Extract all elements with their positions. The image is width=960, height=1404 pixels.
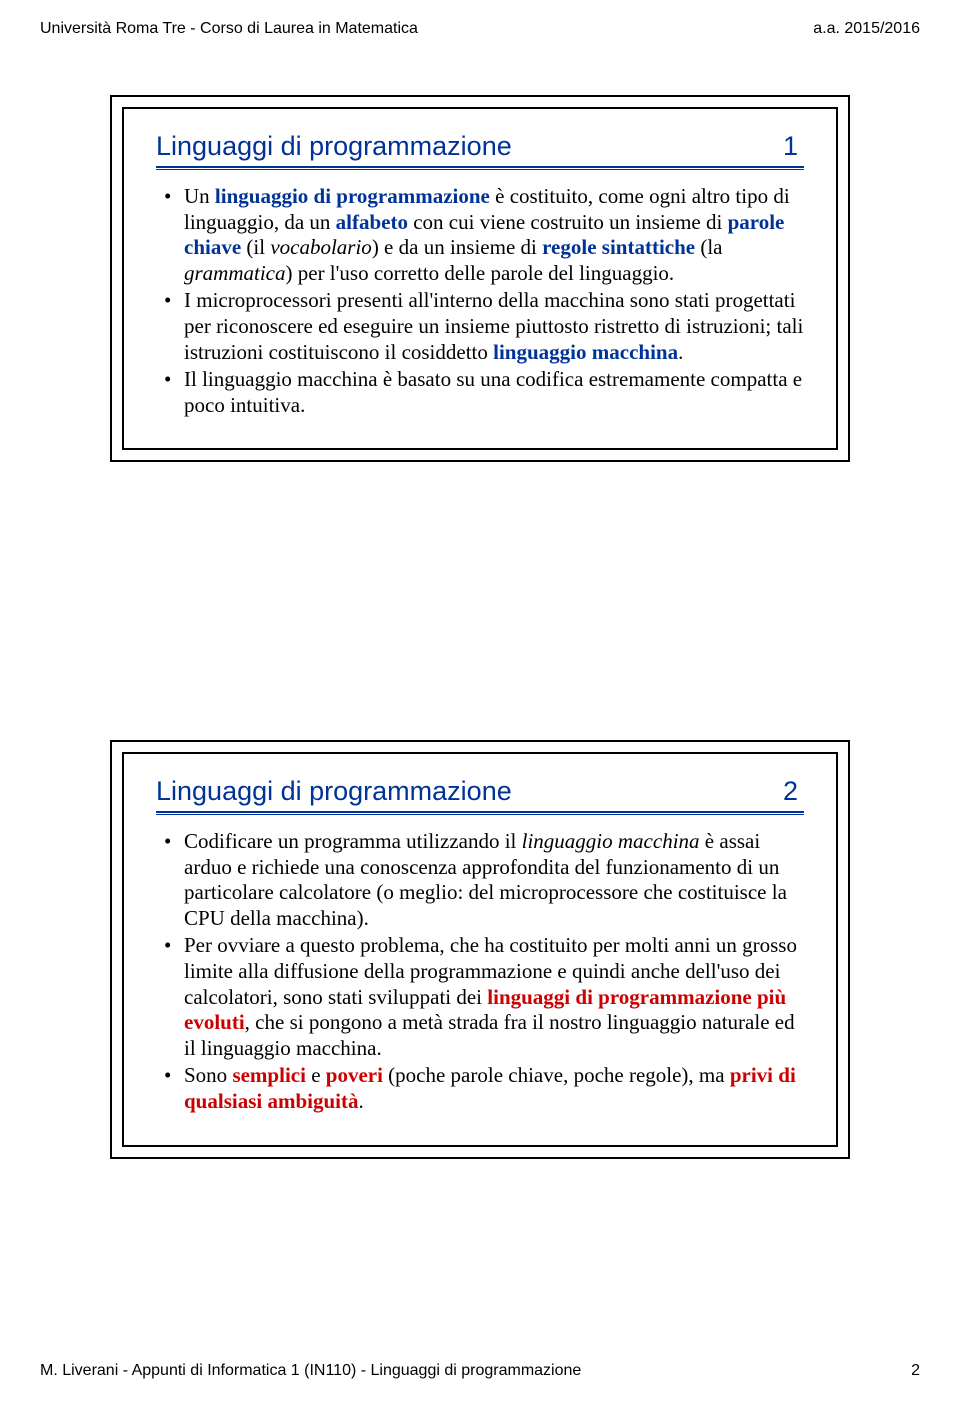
text-run: con cui viene costruito un insieme di <box>408 210 728 234</box>
slide-body: Codificare un programma utilizzando il l… <box>156 829 804 1115</box>
title-underline <box>156 811 804 815</box>
header-right: a.a. 2015/2016 <box>813 20 920 38</box>
slide-inner-border: Linguaggi di programmazione 2 Codificare… <box>122 752 838 1147</box>
text-run: Sono <box>184 1063 232 1087</box>
slide-outer-border: Linguaggi di programmazione 1 Un linguag… <box>110 95 850 462</box>
text-run: alfabeto <box>336 210 408 234</box>
bullet-item: Codificare un programma utilizzando il l… <box>156 829 804 931</box>
title-underline <box>156 166 804 170</box>
page: Università Roma Tre - Corso di Laurea in… <box>0 0 960 1404</box>
bullet-item: Un linguaggio di programmazione è costit… <box>156 184 804 286</box>
text-run: grammatica <box>184 261 286 285</box>
slide-number: 1 <box>783 131 804 162</box>
text-run: Il linguaggio macchina è basato su una c… <box>184 367 802 417</box>
text-run: linguaggio di programmazione <box>215 184 490 208</box>
bullet-item: I microprocessori presenti all'interno d… <box>156 288 804 365</box>
bullet-item: Per ovviare a questo problema, che ha co… <box>156 933 804 1061</box>
slide-number: 2 <box>783 776 804 807</box>
slide-inner-border: Linguaggi di programmazione 1 Un linguag… <box>122 107 838 450</box>
text-run: poveri <box>326 1063 383 1087</box>
text-run: linguaggio macchina <box>522 829 700 853</box>
slide-body: Un linguaggio di programmazione è costit… <box>156 184 804 418</box>
text-run: Codificare un programma utilizzando il <box>184 829 522 853</box>
bullet-list: Un linguaggio di programmazione è costit… <box>156 184 804 418</box>
text-run: (la <box>695 235 722 259</box>
slide-title-row: Linguaggi di programmazione 1 <box>156 131 804 162</box>
slide-outer-border: Linguaggi di programmazione 2 Codificare… <box>110 740 850 1159</box>
slide-title: Linguaggi di programmazione <box>156 131 512 162</box>
slide-1: Linguaggi di programmazione 1 Un linguag… <box>110 95 850 462</box>
slide-title-row: Linguaggi di programmazione 2 <box>156 776 804 807</box>
text-run: . <box>358 1089 363 1113</box>
text-run: Un <box>184 184 215 208</box>
text-run: semplici <box>232 1063 306 1087</box>
footer-left: M. Liverani - Appunti di Informatica 1 (… <box>40 1362 581 1380</box>
text-run: linguaggio macchina <box>493 340 678 364</box>
bullet-item: Il linguaggio macchina è basato su una c… <box>156 367 804 418</box>
text-run: regole sintattiche <box>542 235 695 259</box>
bullet-list: Codificare un programma utilizzando il l… <box>156 829 804 1115</box>
text-run: ) per l'uso corretto delle parole del li… <box>286 261 675 285</box>
text-run: e <box>306 1063 326 1087</box>
text-run: (poche parole chiave, poche regole), ma <box>383 1063 730 1087</box>
text-run: ) e da un insieme di <box>372 235 542 259</box>
text-run: vocabolario <box>270 235 371 259</box>
header-left: Università Roma Tre - Corso di Laurea in… <box>40 20 418 38</box>
slide-2: Linguaggi di programmazione 2 Codificare… <box>110 740 850 1159</box>
text-run: . <box>678 340 683 364</box>
text-run: , che si pongono a metà strada fra il no… <box>184 1010 795 1060</box>
slide-title: Linguaggi di programmazione <box>156 776 512 807</box>
text-run: (il <box>241 235 270 259</box>
footer-right: 2 <box>911 1362 920 1380</box>
bullet-item: Sono semplici e poveri (poche parole chi… <box>156 1063 804 1114</box>
